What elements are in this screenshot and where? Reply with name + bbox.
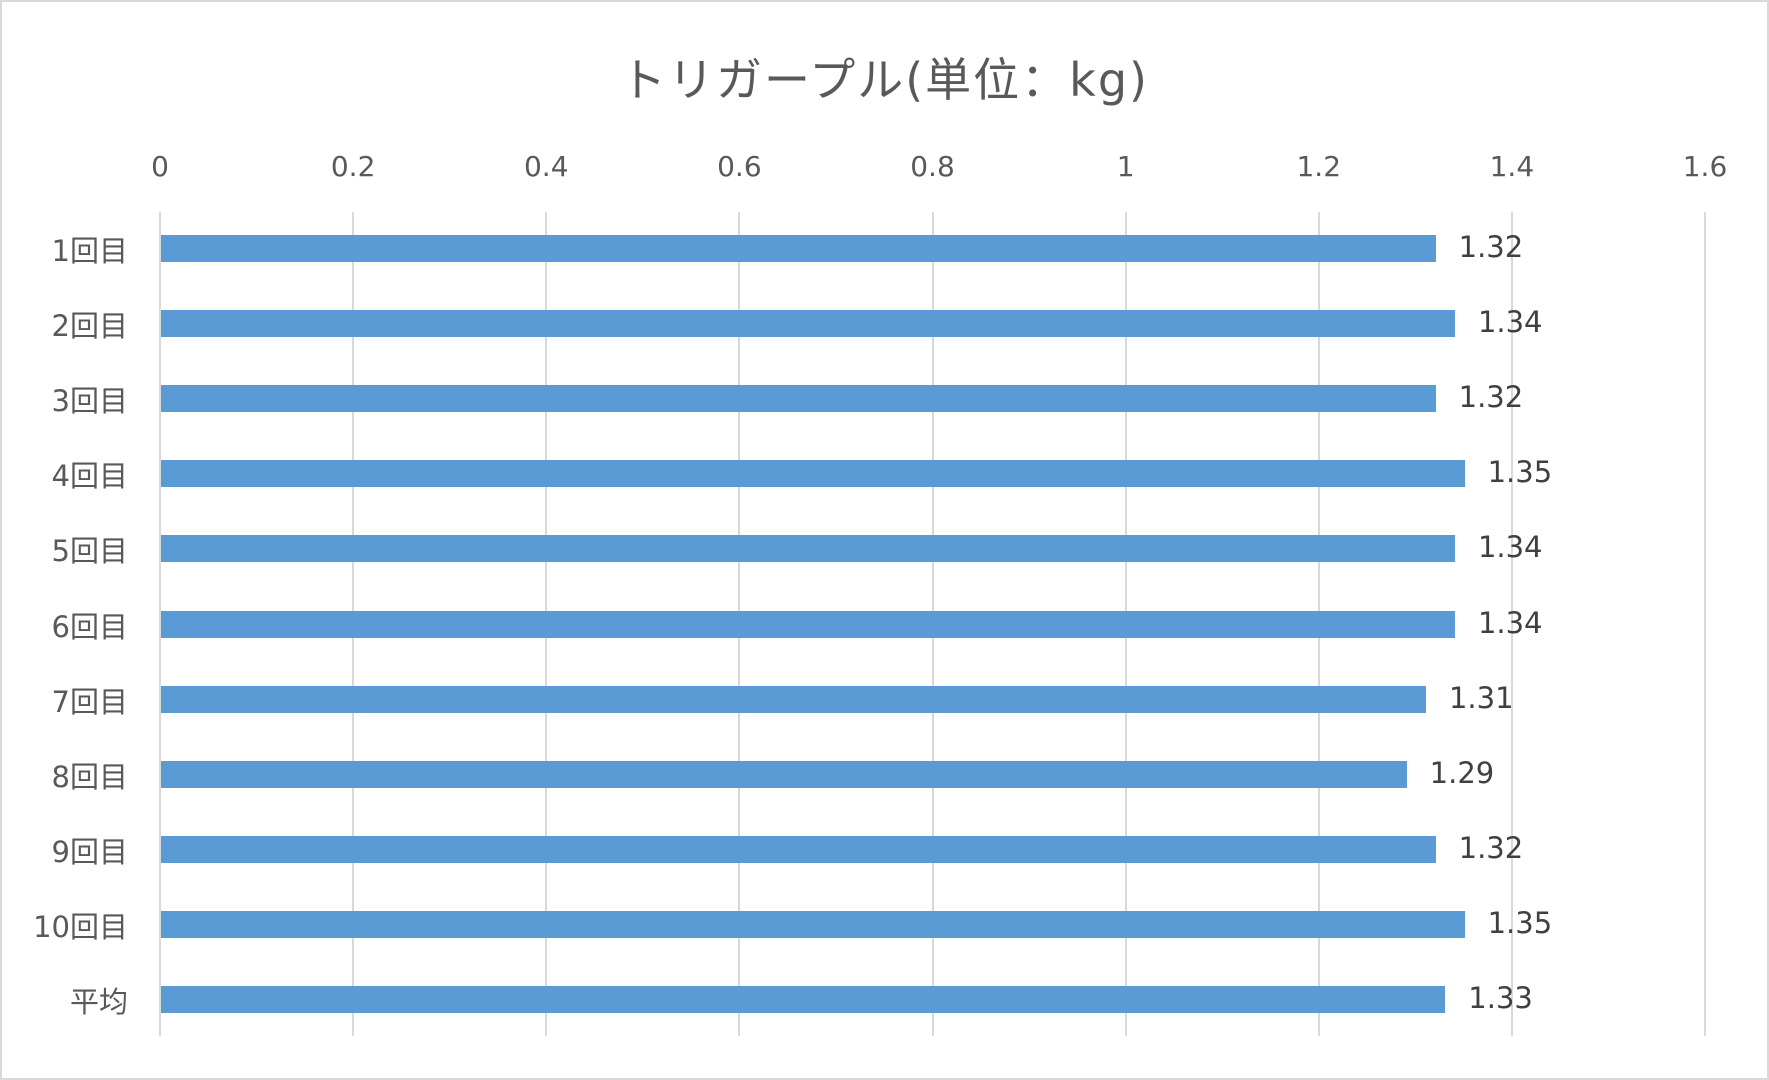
bar: [161, 535, 1455, 563]
bar: [161, 385, 1436, 413]
x-tick-label: 1.6: [1682, 150, 1728, 183]
category-label: 6回目: [51, 609, 128, 644]
category-label: 4回目: [51, 459, 128, 494]
x-tick-label: 0.2: [330, 150, 376, 183]
category-label: 2回目: [51, 309, 128, 344]
value-label: 1.32: [1458, 230, 1524, 264]
value-label: 1.35: [1487, 905, 1553, 940]
gridline: [1510, 212, 1513, 1036]
x-tick-label: 0.8: [910, 150, 955, 183]
value-label: 1.34: [1477, 530, 1543, 565]
x-tick-label: 1: [1116, 150, 1135, 183]
bar: [161, 310, 1455, 338]
category-label: 7回目: [51, 684, 128, 719]
x-tick-label: 0: [151, 150, 169, 183]
category-label: 1回目: [51, 234, 128, 268]
value-label: 1.29: [1429, 755, 1495, 790]
gridline: [159, 212, 161, 1036]
bar: [161, 986, 1446, 1013]
bar: [161, 760, 1407, 788]
value-label: 1.35: [1487, 455, 1553, 490]
value-label: 1.33: [1468, 981, 1533, 1015]
value-label: 1.31: [1448, 680, 1514, 715]
category-label: 10回目: [33, 909, 128, 944]
value-label: 1.32: [1458, 380, 1524, 415]
bar: [161, 685, 1426, 713]
value-label: 1.32: [1458, 830, 1524, 865]
x-tick-label: 0.6: [717, 150, 762, 183]
category-label: 8回目: [51, 759, 128, 794]
x-tick-label: 1.2: [1296, 150, 1342, 183]
category-label: 9回目: [51, 834, 128, 869]
x-tick-label: 1.4: [1489, 150, 1535, 183]
category-label: 平均: [69, 985, 128, 1019]
bar: [161, 460, 1465, 488]
x-tick-label: 0.4: [523, 150, 569, 183]
bar: [161, 610, 1455, 638]
category-label: 3回目: [51, 384, 128, 419]
bar: [161, 235, 1436, 262]
value-label: 1.34: [1477, 605, 1543, 640]
value-label: 1.34: [1477, 305, 1543, 340]
bar: [161, 910, 1465, 938]
bar: [161, 835, 1436, 863]
chart-title: トリガープル(単位：kg): [620, 53, 1149, 107]
gridline: [1704, 212, 1706, 1036]
category-label: 5回目: [51, 534, 128, 569]
